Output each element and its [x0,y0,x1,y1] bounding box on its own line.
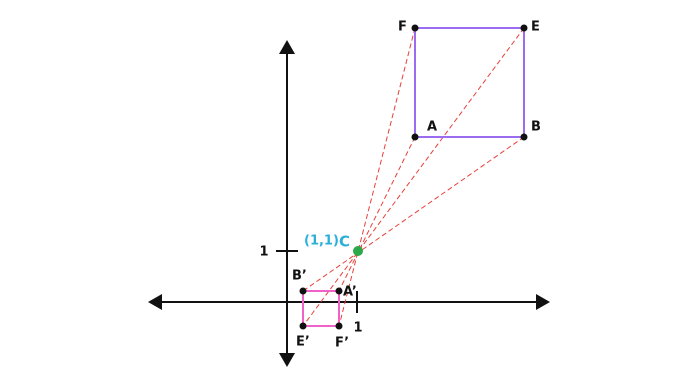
projection-line [338,136,416,292]
y-tick-label: 1 [259,245,268,260]
object-square [414,27,525,138]
vertex-label: F’ [335,336,349,351]
vertex-label: B [531,120,541,135]
image-square [302,290,340,327]
vertex [520,133,528,141]
vertex-label: E’ [296,335,310,350]
vertex-label: A [427,120,437,135]
projection-line [302,136,525,292]
vertex [411,133,419,141]
vertex-label: B’ [292,269,307,284]
vertex-label: E [531,20,540,35]
center-label: C [339,233,350,251]
vertex [411,24,419,32]
vertex-label: A’ [343,285,357,300]
vertex [299,322,307,330]
vertex [520,24,528,32]
vertex [335,287,343,295]
center-coordinate: (1,1) [304,234,339,249]
projection-line [302,27,525,327]
vertex [299,287,307,295]
projection-line [338,27,416,327]
center-point [353,246,363,256]
vertex-label: F [398,20,407,35]
vertices [299,24,528,330]
vertex [335,322,343,330]
projection-lines [302,27,525,327]
x-tick-label: 1 [353,321,362,336]
